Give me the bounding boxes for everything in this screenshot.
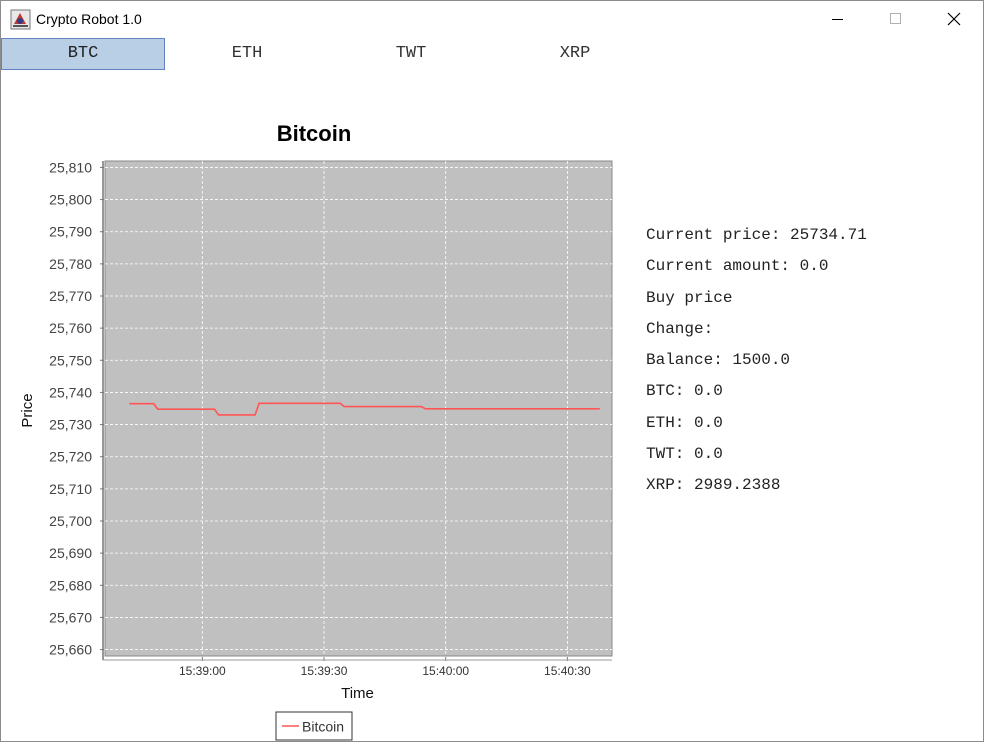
maximize-button[interactable] [867, 1, 925, 37]
tab-eth[interactable]: ETH [231, 44, 263, 63]
balance-text: Balance: 1500.0 [646, 351, 791, 370]
y-tick-label: 25,690 [49, 545, 92, 561]
title-bar[interactable]: Crypto Robot 1.0 [1, 1, 983, 37]
maximize-icon [890, 13, 901, 24]
current-price-text: Current price: 25734.71 [646, 226, 867, 244]
window-title: Crypto Robot 1.0 [36, 11, 142, 27]
change-text: Change: [646, 319, 714, 338]
price-chart-panel: Bitcoin 25,810 25,800 25,790 25,780 25,770 25… [1, 111, 631, 742]
twt-holding-text: TWT: 0.0 [646, 445, 723, 464]
y-tick-label: 25,700 [49, 513, 92, 529]
x-axis-title: Time [341, 685, 374, 702]
y-tick-label: 25,710 [49, 481, 92, 497]
minimize-icon [832, 19, 843, 20]
y-tick-label: 25,720 [49, 449, 92, 465]
y-tick-label: 25,730 [49, 417, 92, 433]
y-tick-label: 25,660 [49, 642, 92, 658]
tab-btc[interactable]: BTC [1, 38, 165, 70]
y-tick-label: 25,800 [49, 192, 92, 208]
eth-holding-text: ETH: 0.0 [646, 413, 723, 432]
y-tick-label: 25,750 [49, 352, 92, 368]
tab-xrp[interactable]: XRP [559, 44, 591, 63]
current-amount-text: Current amount: 0.0 [646, 257, 829, 276]
info-panel: Current price: 25734.71 Current amount: … [646, 225, 976, 507]
x-tick-label: 15:40:30 [544, 664, 591, 678]
btc-holding-text: BTC: 0.0 [646, 382, 723, 401]
chart-title: Bitcoin [276, 121, 352, 146]
currency-tab-bar: BTC ETH TWT XRP [1, 38, 983, 70]
tab-twt[interactable]: TWT [395, 44, 427, 63]
y-axis-title: Price [19, 393, 36, 427]
xrp-holding-text: XRP: 2989.2388 [646, 476, 781, 495]
close-button[interactable] [925, 1, 983, 37]
y-tick-label: 25,740 [49, 384, 92, 400]
buy-price-text: Buy price [646, 288, 733, 307]
y-tick-label: 25,770 [49, 288, 92, 304]
y-tick-label: 25,810 [49, 159, 92, 175]
y-tick-label: 25,790 [49, 224, 92, 240]
y-tick-label: 25,670 [49, 609, 92, 625]
y-tick-label: 25,760 [49, 320, 92, 336]
y-tick-label: 25,780 [49, 256, 92, 272]
java-app-icon [10, 9, 31, 30]
series-line-bitcoin [129, 402, 600, 416]
x-tick-label: 15:39:30 [301, 664, 348, 678]
legend-label: Bitcoin [302, 719, 344, 735]
chart-legend: Bitcoin [275, 711, 353, 741]
y-tick-label: 25,680 [49, 577, 92, 593]
price-chart: 25,810 25,800 25,790 25,780 25,770 25,760 25,7… [19, 159, 613, 741]
close-icon [947, 12, 961, 26]
x-tick-label: 15:40:00 [422, 664, 469, 678]
x-tick-label: 15:39:00 [179, 664, 226, 678]
minimize-button[interactable] [809, 1, 867, 37]
